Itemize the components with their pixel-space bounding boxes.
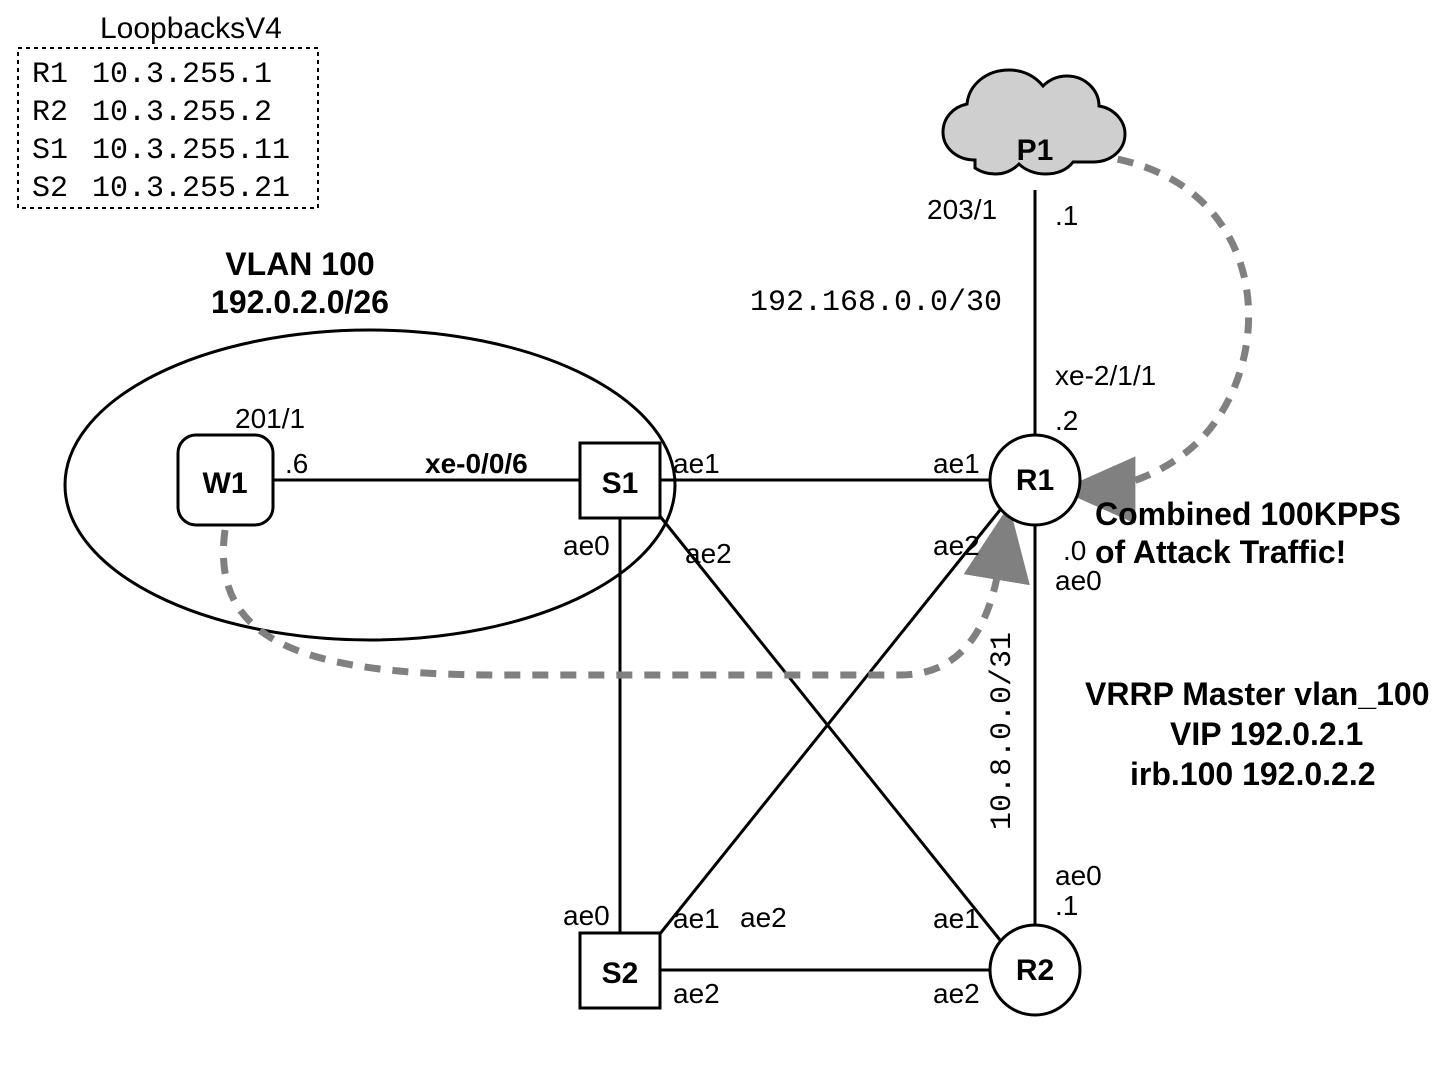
lb-s1-v: 10.3.255.11 <box>92 134 290 168</box>
lbl-w1-dot6: .6 <box>285 448 308 479</box>
lbl-p1-203-1: 203/1 <box>927 194 997 225</box>
lb-r1-v: 10.3.255.1 <box>92 58 272 92</box>
lbl-s2-ae0: ae0 <box>563 900 610 931</box>
lbl-s1-ae0: ae0 <box>563 530 610 561</box>
lbl-p1-dot1: .1 <box>1055 200 1078 231</box>
vrrp-text: VRRP Master vlan_100 VIP 192.0.2.1 irb.1… <box>1085 676 1429 792</box>
lb-r1-k: R1 <box>32 58 68 92</box>
attack-text: Combined 100KPPS of Attack Traffic! <box>1095 496 1401 570</box>
lb-r2-v: 10.3.255.2 <box>92 96 272 130</box>
w1-label: W1 <box>203 467 248 500</box>
vrrp-line1: VRRP Master vlan_100 <box>1085 676 1429 712</box>
node-w1: W1 <box>178 435 273 525</box>
node-p1: P1 <box>943 70 1125 174</box>
lbl-r2-ae0: ae0 <box>1055 860 1102 891</box>
vlan-label-2: 192.0.2.0/26 <box>211 284 389 320</box>
vrrp-line2: VIP 192.0.2.1 <box>1170 716 1363 752</box>
attack-path-w1 <box>223 530 1005 675</box>
node-s1: S1 <box>580 443 660 518</box>
loopback-table: LoopbacksV4 R1 10.3.255.1 R2 10.3.255.2 … <box>18 12 318 208</box>
lbl-r1-dot0: .0 <box>1063 535 1086 566</box>
attack-line2: of Attack Traffic! <box>1095 534 1346 570</box>
lb-r2-k: R2 <box>32 96 68 130</box>
attack-line1: Combined 100KPPS <box>1095 496 1401 532</box>
node-r1: R1 <box>990 435 1080 525</box>
vlan-label-1: VLAN 100 <box>225 246 374 282</box>
r2-label: R2 <box>1016 954 1054 987</box>
lbl-s2-ae2-top: ae2 <box>740 902 787 933</box>
node-r2: R2 <box>990 925 1080 1015</box>
lbl-r2-dot1: .1 <box>1055 890 1078 921</box>
s2-label: S2 <box>602 957 639 990</box>
lbl-s1-ae2: ae2 <box>685 538 732 569</box>
node-s2: S2 <box>580 933 660 1008</box>
lbl-p1r1-net: 192.168.0.0/30 <box>750 286 1002 320</box>
lb-s1-k: S1 <box>32 134 68 168</box>
p1-label: P1 <box>1017 134 1054 167</box>
lbl-r1-dot2: .2 <box>1055 405 1078 436</box>
attack-path-p1 <box>1085 155 1249 490</box>
lbl-r1-ae2: ae2 <box>933 530 980 561</box>
lb-s2-v: 10.3.255.21 <box>92 172 290 206</box>
lbl-r2-ae1: ae1 <box>933 903 980 934</box>
lbl-w1-xe: xe-0/0/6 <box>425 448 528 479</box>
s1-label: S1 <box>602 467 639 500</box>
lbl-s2-ae1: ae1 <box>673 903 720 934</box>
lb-s2-k: S2 <box>32 172 68 206</box>
lbl-r1-ae1: ae1 <box>933 448 980 479</box>
lbl-s2-ae2-bot: ae2 <box>673 978 720 1009</box>
attack-paths <box>223 155 1248 675</box>
lbl-r1r2-net: 10.8.0.0/31 <box>986 632 1020 830</box>
loopback-title: LoopbacksV4 <box>100 12 282 45</box>
lbl-s1-ae1: ae1 <box>673 448 720 479</box>
vrrp-line3: irb.100 192.0.2.2 <box>1130 756 1376 792</box>
lbl-w1-201-1: 201/1 <box>235 403 305 434</box>
r1-label: R1 <box>1016 464 1054 497</box>
lbl-r1-xe: xe-2/1/1 <box>1055 360 1156 391</box>
lbl-r2-ae2: ae2 <box>933 978 980 1009</box>
